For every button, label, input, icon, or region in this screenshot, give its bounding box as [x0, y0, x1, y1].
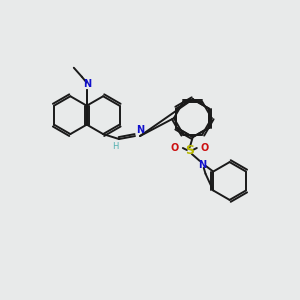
- Text: O: O: [201, 143, 209, 153]
- Text: O: O: [171, 143, 179, 153]
- Text: N: N: [83, 79, 91, 88]
- Text: N: N: [136, 125, 144, 135]
- Text: S: S: [185, 145, 194, 158]
- Text: H: H: [112, 142, 118, 151]
- Text: N: N: [198, 160, 206, 170]
